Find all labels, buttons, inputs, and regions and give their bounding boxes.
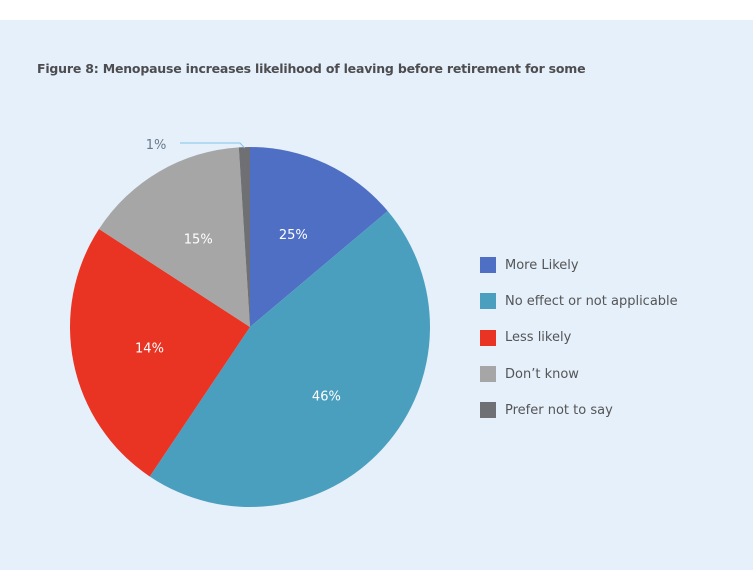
legend-swatch: [480, 257, 496, 274]
legend-label: Prefer not to say: [505, 402, 613, 418]
legend-label: More Likely: [505, 257, 579, 273]
pie-slice-2: [70, 229, 250, 477]
legend-swatch: [480, 293, 496, 310]
legend-swatch: [480, 366, 496, 383]
legend-swatch: [480, 329, 496, 346]
data-label-2: 14%: [135, 342, 164, 357]
legend-item: Don’t know: [480, 356, 678, 392]
legend-item: No effect or not applicable: [480, 283, 678, 319]
chart-title: Figure 8: Menopause increases likelihood…: [37, 61, 586, 76]
legend-swatch: [480, 402, 496, 419]
legend-item: Prefer not to say: [480, 392, 678, 428]
legend-item: Less likely: [480, 320, 678, 356]
legend-label: Don’t know: [505, 366, 579, 382]
leader-line: [180, 142, 246, 149]
pie-slice-0: [250, 147, 388, 327]
pie-slice-1: [149, 211, 430, 508]
data-label-4: 1%: [146, 138, 167, 153]
legend-label: Less likely: [505, 330, 572, 346]
legend-item: More Likely: [480, 247, 678, 283]
data-label-3: 15%: [184, 232, 213, 247]
legend-label: No effect or not applicable: [505, 293, 678, 309]
pie-slice-3: [98, 147, 250, 327]
legend: More Likely No effect or not applicable Le…: [480, 247, 678, 428]
pie-slice-4: [238, 147, 250, 327]
data-label-1: 46%: [312, 389, 341, 404]
data-label-0: 25%: [279, 228, 308, 243]
